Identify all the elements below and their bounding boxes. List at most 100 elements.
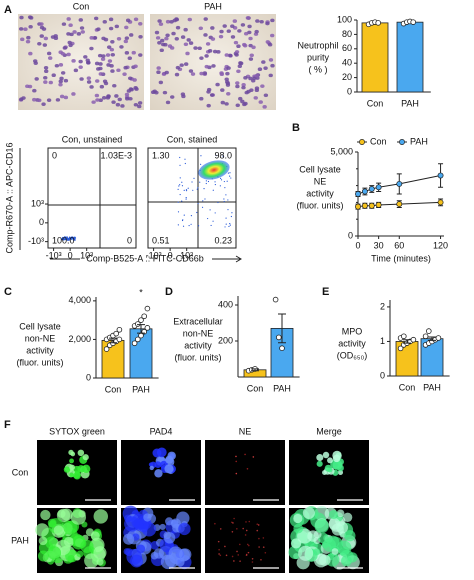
quadrant-label: 98.0 [214, 150, 232, 160]
event [187, 187, 189, 189]
y-tick-label: 4,000 [68, 295, 91, 305]
y-tick-label: -10³ [28, 236, 44, 246]
y-axis-label: (fluor. units) [174, 352, 221, 362]
y-axis-label: Neutrophil [297, 40, 338, 50]
cell [32, 97, 37, 102]
cell [154, 30, 160, 35]
cell [162, 90, 168, 95]
cell [114, 24, 120, 29]
fluorescence [70, 509, 87, 525]
event [181, 200, 183, 202]
cell [110, 39, 115, 44]
cell [98, 72, 104, 76]
event [212, 220, 214, 222]
event [72, 236, 75, 239]
cell [237, 29, 242, 33]
data-point [355, 191, 361, 197]
cell [175, 25, 181, 30]
cell [99, 84, 105, 89]
cell [63, 95, 69, 100]
event [197, 187, 199, 189]
cell [95, 79, 100, 83]
event [185, 189, 188, 191]
cell [204, 54, 209, 58]
y-axis-label: non-NE [25, 333, 56, 343]
event [229, 224, 231, 226]
event [201, 206, 204, 208]
fluorescence [328, 509, 339, 520]
fluorescence [81, 464, 91, 474]
cell [254, 29, 259, 34]
y-axis-label: (fluor. units) [296, 200, 343, 210]
fluorescence [93, 546, 107, 560]
event [63, 236, 66, 238]
cell [67, 40, 72, 45]
fluorescence [239, 560, 241, 562]
cell [188, 69, 194, 73]
cell [262, 105, 267, 109]
cell [203, 33, 208, 37]
event [193, 177, 195, 179]
cell [80, 30, 85, 34]
x-tick-label: -10³ [146, 250, 162, 260]
cell [253, 96, 258, 100]
event [202, 200, 204, 202]
fluorescence [302, 506, 315, 520]
cell [258, 100, 263, 104]
cell [180, 35, 186, 39]
cell [244, 90, 249, 95]
cell [159, 48, 164, 53]
cell [133, 102, 139, 107]
cell [170, 95, 175, 99]
fluorescence [168, 546, 183, 561]
event [196, 188, 198, 190]
cell [212, 49, 218, 54]
cell [79, 77, 84, 81]
cell [199, 71, 204, 76]
cell [257, 67, 263, 71]
cell [237, 64, 243, 69]
cell [133, 86, 138, 90]
y-tick-label: 10³ [31, 198, 44, 208]
micrograph-title: Con [73, 1, 90, 11]
data-point [141, 313, 148, 320]
cell [98, 98, 103, 102]
data-point [144, 305, 151, 312]
cell [165, 33, 170, 38]
cell [117, 97, 122, 102]
data-point [410, 336, 417, 343]
fluorescence [124, 516, 140, 532]
event [61, 238, 63, 241]
cell [161, 42, 166, 47]
cell [210, 26, 215, 30]
event [190, 223, 192, 225]
data-point [361, 202, 368, 209]
cell [72, 30, 77, 34]
cell [241, 85, 246, 90]
quadrant-label: 100.0 [52, 235, 75, 245]
y-axis-label: MPO [342, 326, 363, 336]
cell [66, 52, 71, 57]
cell [110, 69, 115, 73]
cell [164, 36, 169, 41]
fluorescence [149, 465, 154, 471]
panel-label: E [322, 286, 329, 298]
cell [114, 94, 119, 98]
x-tick-label: Con [399, 382, 416, 392]
cell [26, 35, 31, 40]
cell [86, 80, 92, 84]
fluorescence [235, 472, 238, 475]
cell [27, 84, 33, 89]
event [184, 158, 186, 160]
fluorescence [258, 537, 260, 540]
cell [126, 89, 132, 93]
cell [183, 27, 188, 32]
cell [206, 103, 211, 108]
cell [160, 38, 165, 43]
cell [183, 62, 189, 66]
cell [116, 36, 122, 41]
cell [44, 69, 49, 74]
fluorescence [154, 469, 163, 478]
event [65, 237, 67, 239]
